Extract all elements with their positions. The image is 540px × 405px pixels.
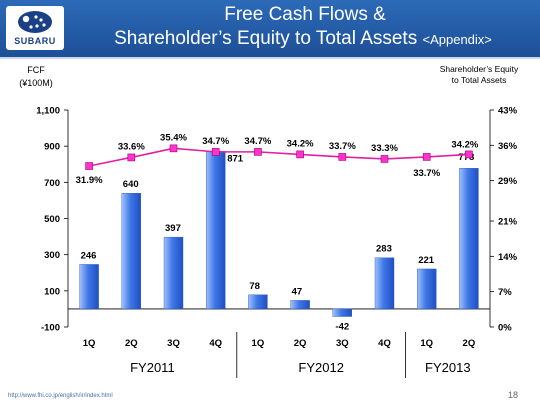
equity-ratio-label: 31.9%: [76, 175, 103, 186]
equity-ratio-marker: [338, 153, 347, 161]
fcf-bar: [163, 236, 184, 310]
quarter-label: 4Q: [378, 338, 391, 349]
equity-ratio-marker: [422, 153, 431, 161]
fcf-bar-label: 283: [376, 244, 392, 255]
quarter-label: 2Q: [463, 338, 476, 349]
equity-ratio-label: 35.4%: [160, 132, 187, 143]
title-divider: [0, 57, 540, 59]
page-title-main: Shareholder’s Equity to Total Assets: [114, 28, 418, 49]
equity-ratio-marker: [211, 148, 220, 156]
equity-ratio-marker: [127, 153, 136, 162]
equity-ratio-label: 34.2%: [287, 138, 314, 149]
left-axis-title: (¥100M): [19, 78, 53, 88]
fcf-bar: [332, 308, 352, 317]
fiscal-year-label: FY2013: [425, 360, 471, 375]
fcf-bar: [417, 268, 437, 310]
fcf-bar-label: 221: [418, 255, 435, 266]
right-tick-label: 36%: [498, 141, 518, 152]
equity-ratio-label: 34.7%: [202, 136, 229, 147]
quarter-label: 2Q: [294, 338, 307, 349]
fcf-bar-label: 78: [249, 281, 260, 292]
right-tick-label: 43%: [498, 106, 518, 117]
fcf-bar: [248, 294, 268, 310]
equity-ratio-label: 33.7%: [413, 168, 440, 179]
equity-ratio-line: [88, 147, 469, 167]
equity-ratio-marker: [254, 148, 262, 156]
appendix-tag: <Appendix>: [422, 32, 492, 47]
right-axis-title: to Total Assets: [452, 75, 507, 85]
fcf-bar-label: -42: [335, 322, 349, 333]
right-tick-label: 7%: [498, 287, 512, 298]
left-tick-label: 500: [44, 214, 60, 225]
quarter-label: 1Q: [252, 338, 265, 349]
equity-ratio-label: 33.6%: [118, 141, 145, 152]
fcf-bar: [205, 151, 226, 310]
left-tick-label: -100: [41, 323, 60, 334]
page-number: 18: [508, 390, 519, 400]
equity-ratio-marker: [85, 162, 93, 170]
equity-ratio-marker: [380, 155, 389, 163]
left-tick-label: 700: [44, 178, 60, 189]
subaru-logo: SUBARU: [6, 6, 64, 50]
equity-ratio-marker: [169, 144, 178, 153]
fcf-bar-label: 640: [123, 179, 139, 190]
right-tick-label: 29%: [498, 176, 518, 187]
quarter-label: 3Q: [336, 338, 349, 349]
fcf-bar: [290, 300, 310, 310]
logo-wordmark: SUBARU: [14, 36, 56, 46]
fiscal-year-label: FY2012: [298, 360, 344, 375]
quarter-label: 3Q: [167, 338, 180, 349]
quarter-label: 2Q: [125, 338, 138, 349]
right-tick-label: 14%: [498, 252, 518, 263]
fcf-bar: [374, 257, 395, 310]
quarter-label: 1Q: [420, 338, 433, 349]
left-tick-label: 1,100: [36, 106, 60, 117]
fcf-bar-label: 871: [227, 153, 244, 164]
quarter-label: 4Q: [209, 338, 222, 349]
fcf-bar: [121, 192, 142, 310]
fcf-bar-label: 397: [165, 223, 181, 234]
page-title-line1: Free Cash Flows &: [224, 4, 386, 25]
fiscal-year-label: FY2011: [130, 360, 175, 375]
pleiades-logo-icon: [18, 11, 52, 33]
equity-ratio-label: 34.2%: [451, 139, 478, 150]
fcf-bar: [79, 264, 99, 310]
footer-url: http://www.fhi.co.jp/english/ir/index.ht…: [8, 393, 113, 399]
fcf-bar: [459, 168, 479, 310]
equity-ratio-marker: [465, 150, 473, 159]
equity-ratio-marker: [296, 150, 304, 159]
fcf-bar-label: 47: [292, 286, 303, 297]
title-banner: [0, 0, 540, 57]
left-axis-title: FCF: [27, 65, 45, 75]
equity-ratio-label: 33.3%: [371, 143, 398, 154]
right-tick-label: 21%: [498, 217, 518, 228]
left-tick-label: 100: [44, 286, 60, 297]
left-tick-label: 900: [44, 142, 60, 153]
page-title-line2: Shareholder’s Equity to Total Assets <Ap…: [72, 26, 534, 53]
quarter-label: 1Q: [83, 338, 96, 349]
right-tick-label: 0%: [498, 323, 512, 334]
right-axis-title: Shareholder’s Equity: [440, 64, 519, 74]
left-tick-label: 300: [44, 250, 60, 261]
fcf-bar-label: 246: [81, 250, 97, 261]
equity-ratio-label: 34.7%: [244, 136, 271, 147]
equity-ratio-label: 33.7%: [329, 141, 356, 152]
